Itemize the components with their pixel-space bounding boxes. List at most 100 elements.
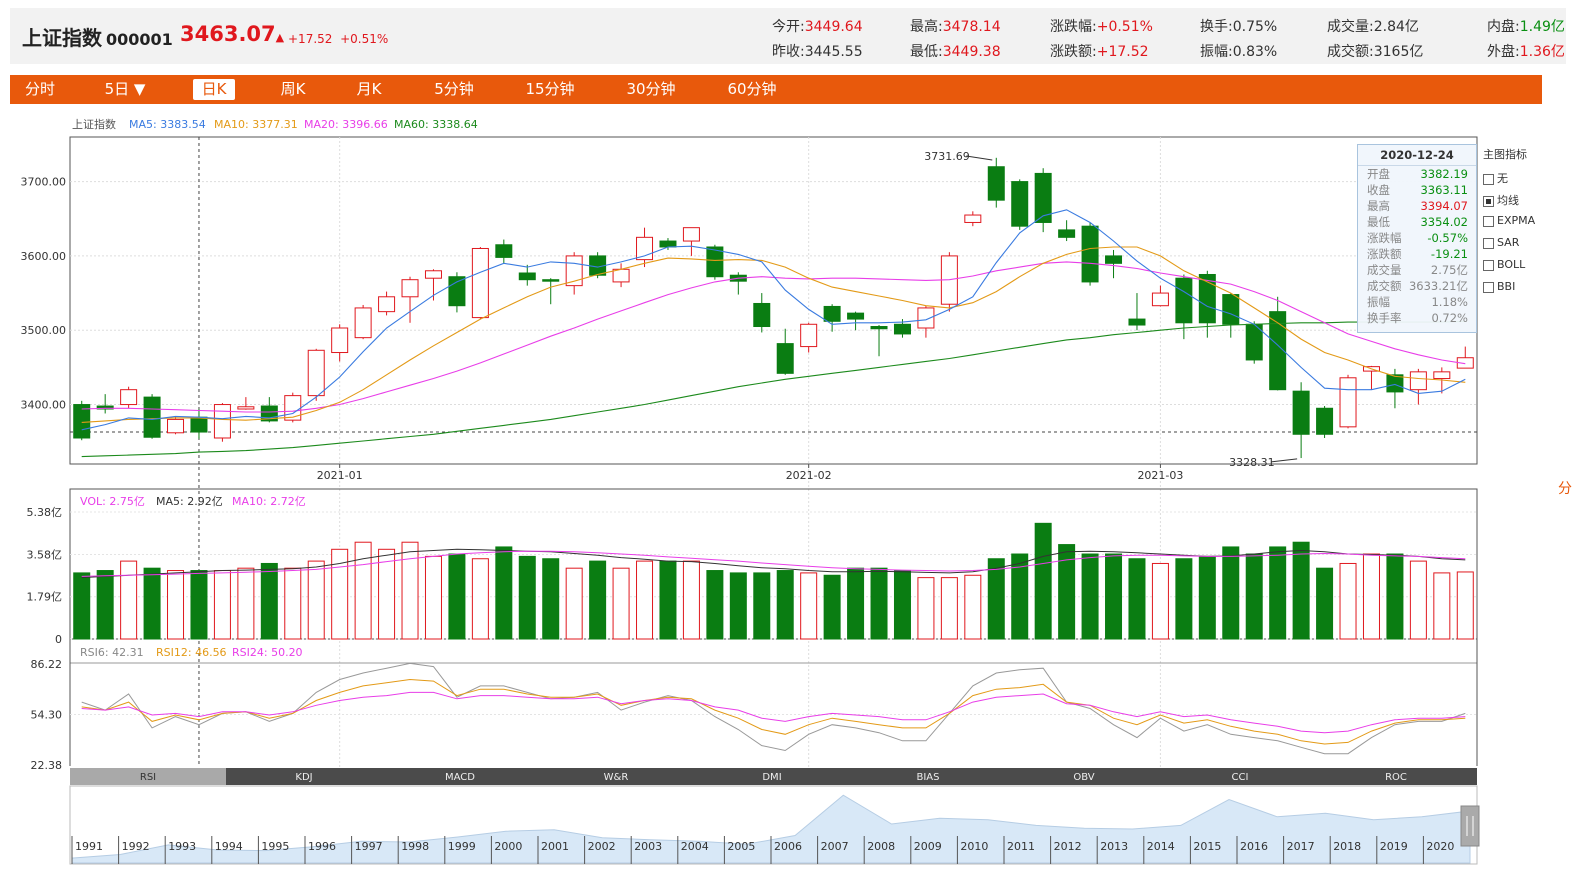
indicator-option-3[interactable]: SAR (1483, 236, 1519, 249)
min-price-label: 3328.31 (1229, 456, 1275, 469)
tab-5[interactable]: 5分钟 (434, 80, 474, 98)
candle-body (870, 326, 888, 330)
volume-bar (893, 570, 911, 640)
quote-header: 上证指数 000001 3463.07▲ +17.52 +0.51% 今开:344… (10, 8, 1566, 64)
indicator-tab-5[interactable]: BIAS (917, 772, 940, 783)
stat-label: 成交额: (1327, 44, 1374, 60)
legend-ma60: MA60: 3338.64 (394, 118, 478, 131)
candle-body (800, 323, 818, 348)
tab-6[interactable]: 15分钟 (525, 80, 575, 98)
volume-bar (96, 570, 114, 640)
volume-bar (1433, 572, 1451, 640)
candle-body (682, 227, 700, 242)
candle-body (987, 166, 1005, 201)
volume-bar (448, 553, 466, 640)
stat-label: 今开: (772, 19, 805, 35)
candle-body (893, 323, 911, 335)
candle-body (1128, 318, 1146, 326)
tooltip-value: 2.75亿 (1430, 263, 1468, 277)
indicator-option-label: BOLL (1497, 258, 1526, 271)
volume-legend-ma5: MA5: 2.92亿 (156, 495, 223, 508)
stat-4: 成交量:2.84亿 (1327, 16, 1419, 36)
checkbox-icon[interactable] (1483, 259, 1494, 271)
candle-body (1222, 294, 1240, 325)
volume-bar (495, 546, 513, 640)
year-label: 1997 (355, 840, 383, 853)
tab-1[interactable]: 5日 ▼ (104, 80, 146, 98)
ma10-line (81, 246, 1466, 423)
checkbox-icon[interactable] (1483, 195, 1494, 207)
tooltip-key: 成交量 (1367, 263, 1402, 277)
indicator-option-label: SAR (1497, 236, 1520, 249)
volume-tick-label: 1.79亿 (27, 591, 63, 604)
tooltip-value: 3394.07 (1420, 199, 1468, 213)
tooltip-key: 涨跌额 (1367, 247, 1402, 261)
year-label: 2003 (634, 840, 662, 853)
indicator-option-0[interactable]: 无 (1483, 170, 1508, 186)
rsi-line-rsi12 (81, 678, 1466, 745)
tooltip-key: 换手率 (1367, 311, 1402, 325)
volume-bar (354, 541, 372, 640)
tab-0[interactable]: 分时 (24, 80, 55, 98)
indicator-tab-3[interactable]: W&R (604, 772, 629, 783)
stat-3: 换手:0.75% (1200, 16, 1277, 36)
indicator-tab-2[interactable]: MACD (445, 772, 475, 783)
candle-body (213, 404, 231, 439)
volume-bar (424, 555, 442, 640)
indicator-tab-6[interactable]: OBV (1073, 772, 1094, 783)
navigator-handle[interactable] (1460, 805, 1480, 847)
indicator-tab-8[interactable]: ROC (1385, 772, 1407, 783)
year-label: 1994 (215, 840, 243, 853)
volume-panel-frame (69, 488, 1478, 640)
indicator-tab-1[interactable]: KDJ (295, 772, 312, 783)
year-label: 2016 (1240, 840, 1268, 853)
tab-3[interactable]: 周K (280, 80, 306, 98)
candle-body (1316, 407, 1334, 435)
candle-body (847, 312, 865, 320)
tab-4[interactable]: 月K (356, 80, 382, 98)
year-label: 2012 (1054, 840, 1082, 853)
volume-bar (1386, 553, 1404, 640)
x-tick-label: 2021-02 (786, 469, 832, 482)
tab-2[interactable]: 日K (193, 79, 235, 100)
indicator-tab-active[interactable] (70, 768, 226, 785)
year-label: 2018 (1333, 840, 1361, 853)
candle-body (518, 272, 536, 281)
volume-bar (987, 558, 1005, 640)
indicator-option-5[interactable]: BBI (1483, 280, 1515, 293)
tooltip-row: 换手率 0.72% (1358, 310, 1476, 326)
indicator-option-1[interactable]: 均线 (1483, 192, 1519, 208)
candle-body (1339, 377, 1357, 428)
min-price-arrow (1271, 458, 1298, 463)
indicator-option-4[interactable]: BOLL (1483, 258, 1525, 271)
stat-value: 1.49亿 (1519, 19, 1565, 35)
indicator-tab-0[interactable]: RSI (140, 772, 156, 783)
checkbox-icon[interactable] (1483, 237, 1494, 249)
indicator-tab-7[interactable]: CCI (1232, 772, 1249, 783)
indicator-option-2[interactable]: EXPMA (1483, 214, 1535, 227)
indicator-tab-4[interactable]: DMI (762, 772, 781, 783)
volume-bar (1175, 558, 1193, 640)
tooltip-key: 收盘 (1367, 183, 1390, 197)
checkbox-icon[interactable] (1483, 215, 1494, 227)
checkbox-icon[interactable] (1483, 281, 1494, 293)
tooltip-row: 最高 3394.07 (1358, 198, 1476, 214)
candle-body (1058, 229, 1076, 238)
tooltip-key: 涨跌幅 (1367, 231, 1402, 245)
volume-bar (729, 572, 747, 640)
stat-value: 3445.55 (804, 44, 863, 60)
tab-8[interactable]: 60分钟 (727, 80, 777, 98)
tab-7[interactable]: 30分钟 (626, 80, 676, 98)
candle-body (495, 244, 513, 258)
year-label: 2008 (867, 840, 895, 853)
side-edge-label[interactable]: 分 (1558, 481, 1572, 497)
volume-ma5-line (81, 548, 1466, 579)
rsi-tick-label: 22.38 (31, 759, 63, 772)
checkbox-icon[interactable] (1483, 173, 1494, 185)
tooltip-row: 涨跌幅 -0.57% (1358, 230, 1476, 246)
volume-bar (589, 560, 607, 640)
volume-ma10-line (81, 550, 1466, 577)
tooltip-value: -19.21 (1430, 247, 1468, 261)
candle-body (1151, 292, 1169, 307)
